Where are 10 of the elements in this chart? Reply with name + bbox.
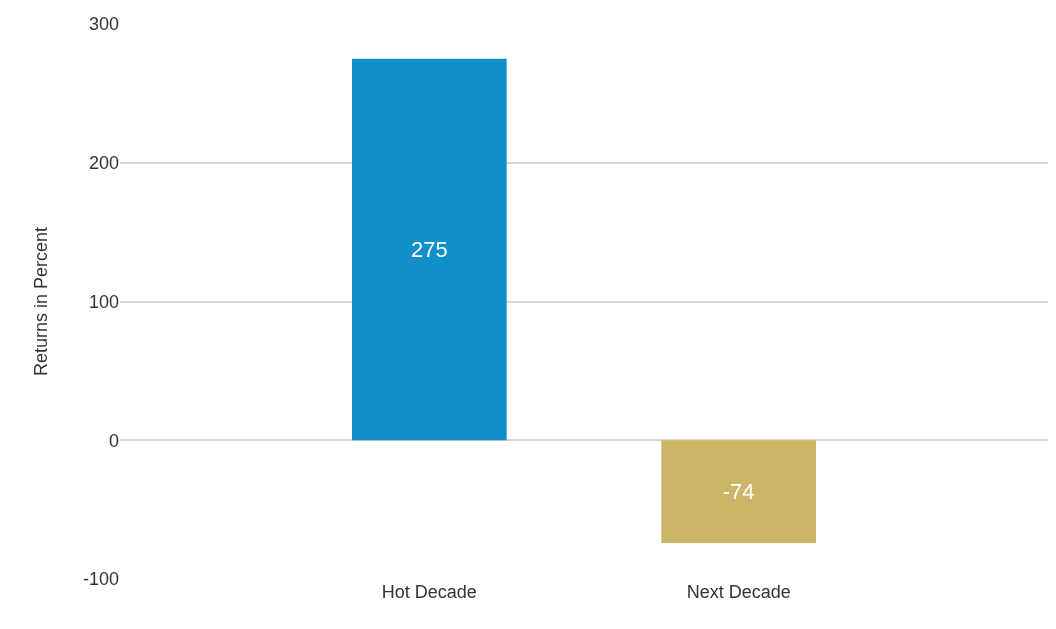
- x-tick-label: Next Decade: [686, 582, 791, 602]
- y-tick-label: 300: [88, 14, 119, 35]
- y-tick-label: 200: [88, 153, 119, 174]
- y-tick-label: -100: [82, 569, 119, 590]
- y-tick-label: 0: [108, 430, 119, 451]
- y-axis-title: Returns in Percent: [31, 226, 52, 377]
- y-tick-label: 100: [88, 291, 119, 312]
- x-tick-label: Hot Decade: [381, 582, 477, 602]
- data-label: -74: [722, 479, 755, 505]
- data-label: 275: [410, 236, 448, 262]
